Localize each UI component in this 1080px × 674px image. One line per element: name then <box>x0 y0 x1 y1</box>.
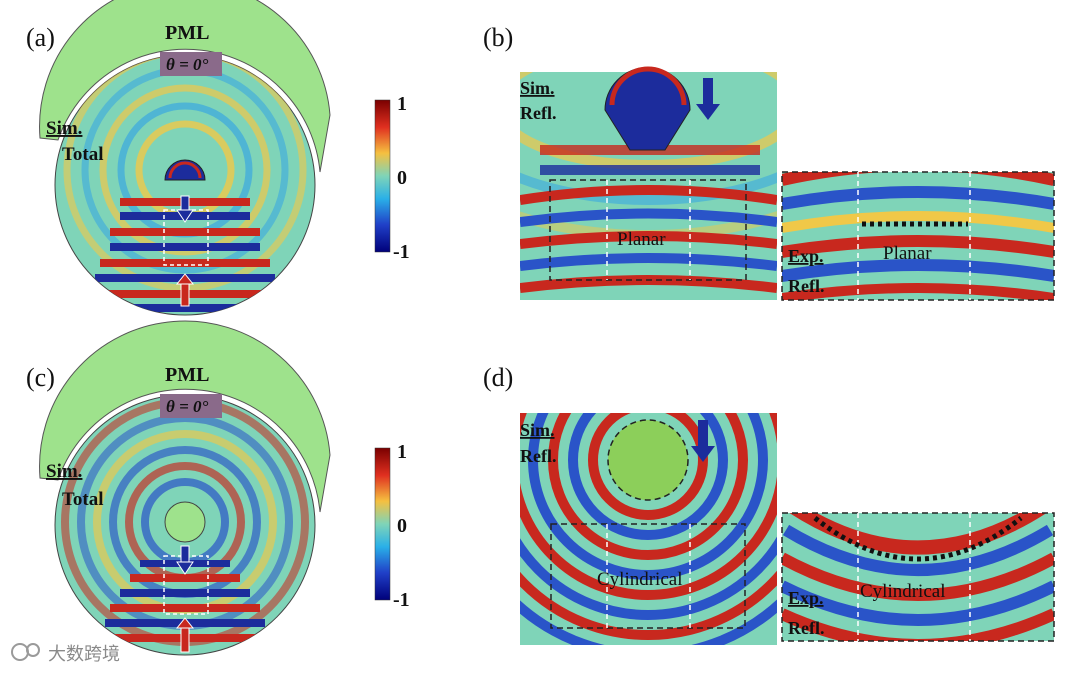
exp-label: Exp. <box>788 588 824 608</box>
colorbar-gradient <box>374 447 391 601</box>
cylinder-scatterer <box>607 419 689 501</box>
cyl-exp-label: Cylindrical <box>860 581 945 602</box>
refl-exp-label: Refl. <box>788 618 824 638</box>
cyl-sim-label: Cylindrical <box>597 569 682 590</box>
pml-label: PML <box>165 22 209 44</box>
sim-refl-waves <box>520 413 777 645</box>
panel-c: (c) PML <box>26 320 331 656</box>
panel-b: (b) Planar Sim. Refl. <box>483 23 1055 301</box>
planar-sim-label: Planar <box>617 229 666 250</box>
pml-region <box>39 320 331 513</box>
theta-badge <box>160 52 222 76</box>
incident-arrow-down <box>691 420 715 462</box>
total-label: Total <box>62 144 104 165</box>
pml-label: PML <box>165 364 209 386</box>
panel-d: (d) Cylindrical Sim. Refl. <box>483 363 1055 645</box>
colorbar-max: 1 <box>397 93 407 115</box>
sim-label: Sim. <box>520 420 555 440</box>
colorbar-gradient <box>374 99 391 253</box>
cylinder-scatterer <box>164 501 206 543</box>
exp-label: Exp. <box>788 246 824 266</box>
exp-refl-waves <box>782 172 1054 300</box>
sim-label: Sim. <box>46 118 82 139</box>
theta-label: θ = 0° <box>166 55 209 74</box>
colorbar-min: -1 <box>393 589 410 611</box>
sim-label: Sim. <box>520 78 555 98</box>
colorbar-mid: 0 <box>397 515 407 537</box>
theta-label: θ = 0° <box>166 397 209 416</box>
panel-d-label: (d) <box>483 363 513 392</box>
watermark-text: 大数跨境 <box>48 644 120 665</box>
sim-label: Sim. <box>46 461 82 482</box>
watermark-logo-icon <box>11 643 29 661</box>
colorbar-max: 1 <box>397 441 407 463</box>
planar-exp-label: Planar <box>883 243 932 264</box>
reflected-arrow-down <box>176 545 194 575</box>
reflected-arrow-down <box>176 195 194 223</box>
panel-a: (a) <box>26 0 331 316</box>
incident-arrow-up <box>175 617 195 653</box>
pml-region <box>39 0 331 173</box>
refl-exp-label: Refl. <box>788 276 824 296</box>
refl-label: Refl. <box>520 103 556 123</box>
refl-label: Refl. <box>520 446 556 466</box>
theta-badge <box>160 394 222 418</box>
total-label: Total <box>62 489 104 510</box>
panel-c-label: (c) <box>26 363 55 392</box>
watermark: 大数跨境 <box>11 643 120 665</box>
colorbar-bottom: 1 0 -1 <box>374 441 410 611</box>
colorbar-min: -1 <box>393 241 410 263</box>
wavefront-dots <box>813 516 1023 562</box>
planar-box <box>549 179 747 281</box>
cylindrical-box <box>550 523 746 629</box>
colorbar-mid: 0 <box>397 167 407 189</box>
panel-a-label: (a) <box>26 23 55 52</box>
incident-arrow-down <box>696 78 720 120</box>
panel-b-label: (b) <box>483 23 513 52</box>
incident-arrow-up <box>175 273 195 307</box>
colorbar-top: 1 0 -1 <box>374 93 410 263</box>
